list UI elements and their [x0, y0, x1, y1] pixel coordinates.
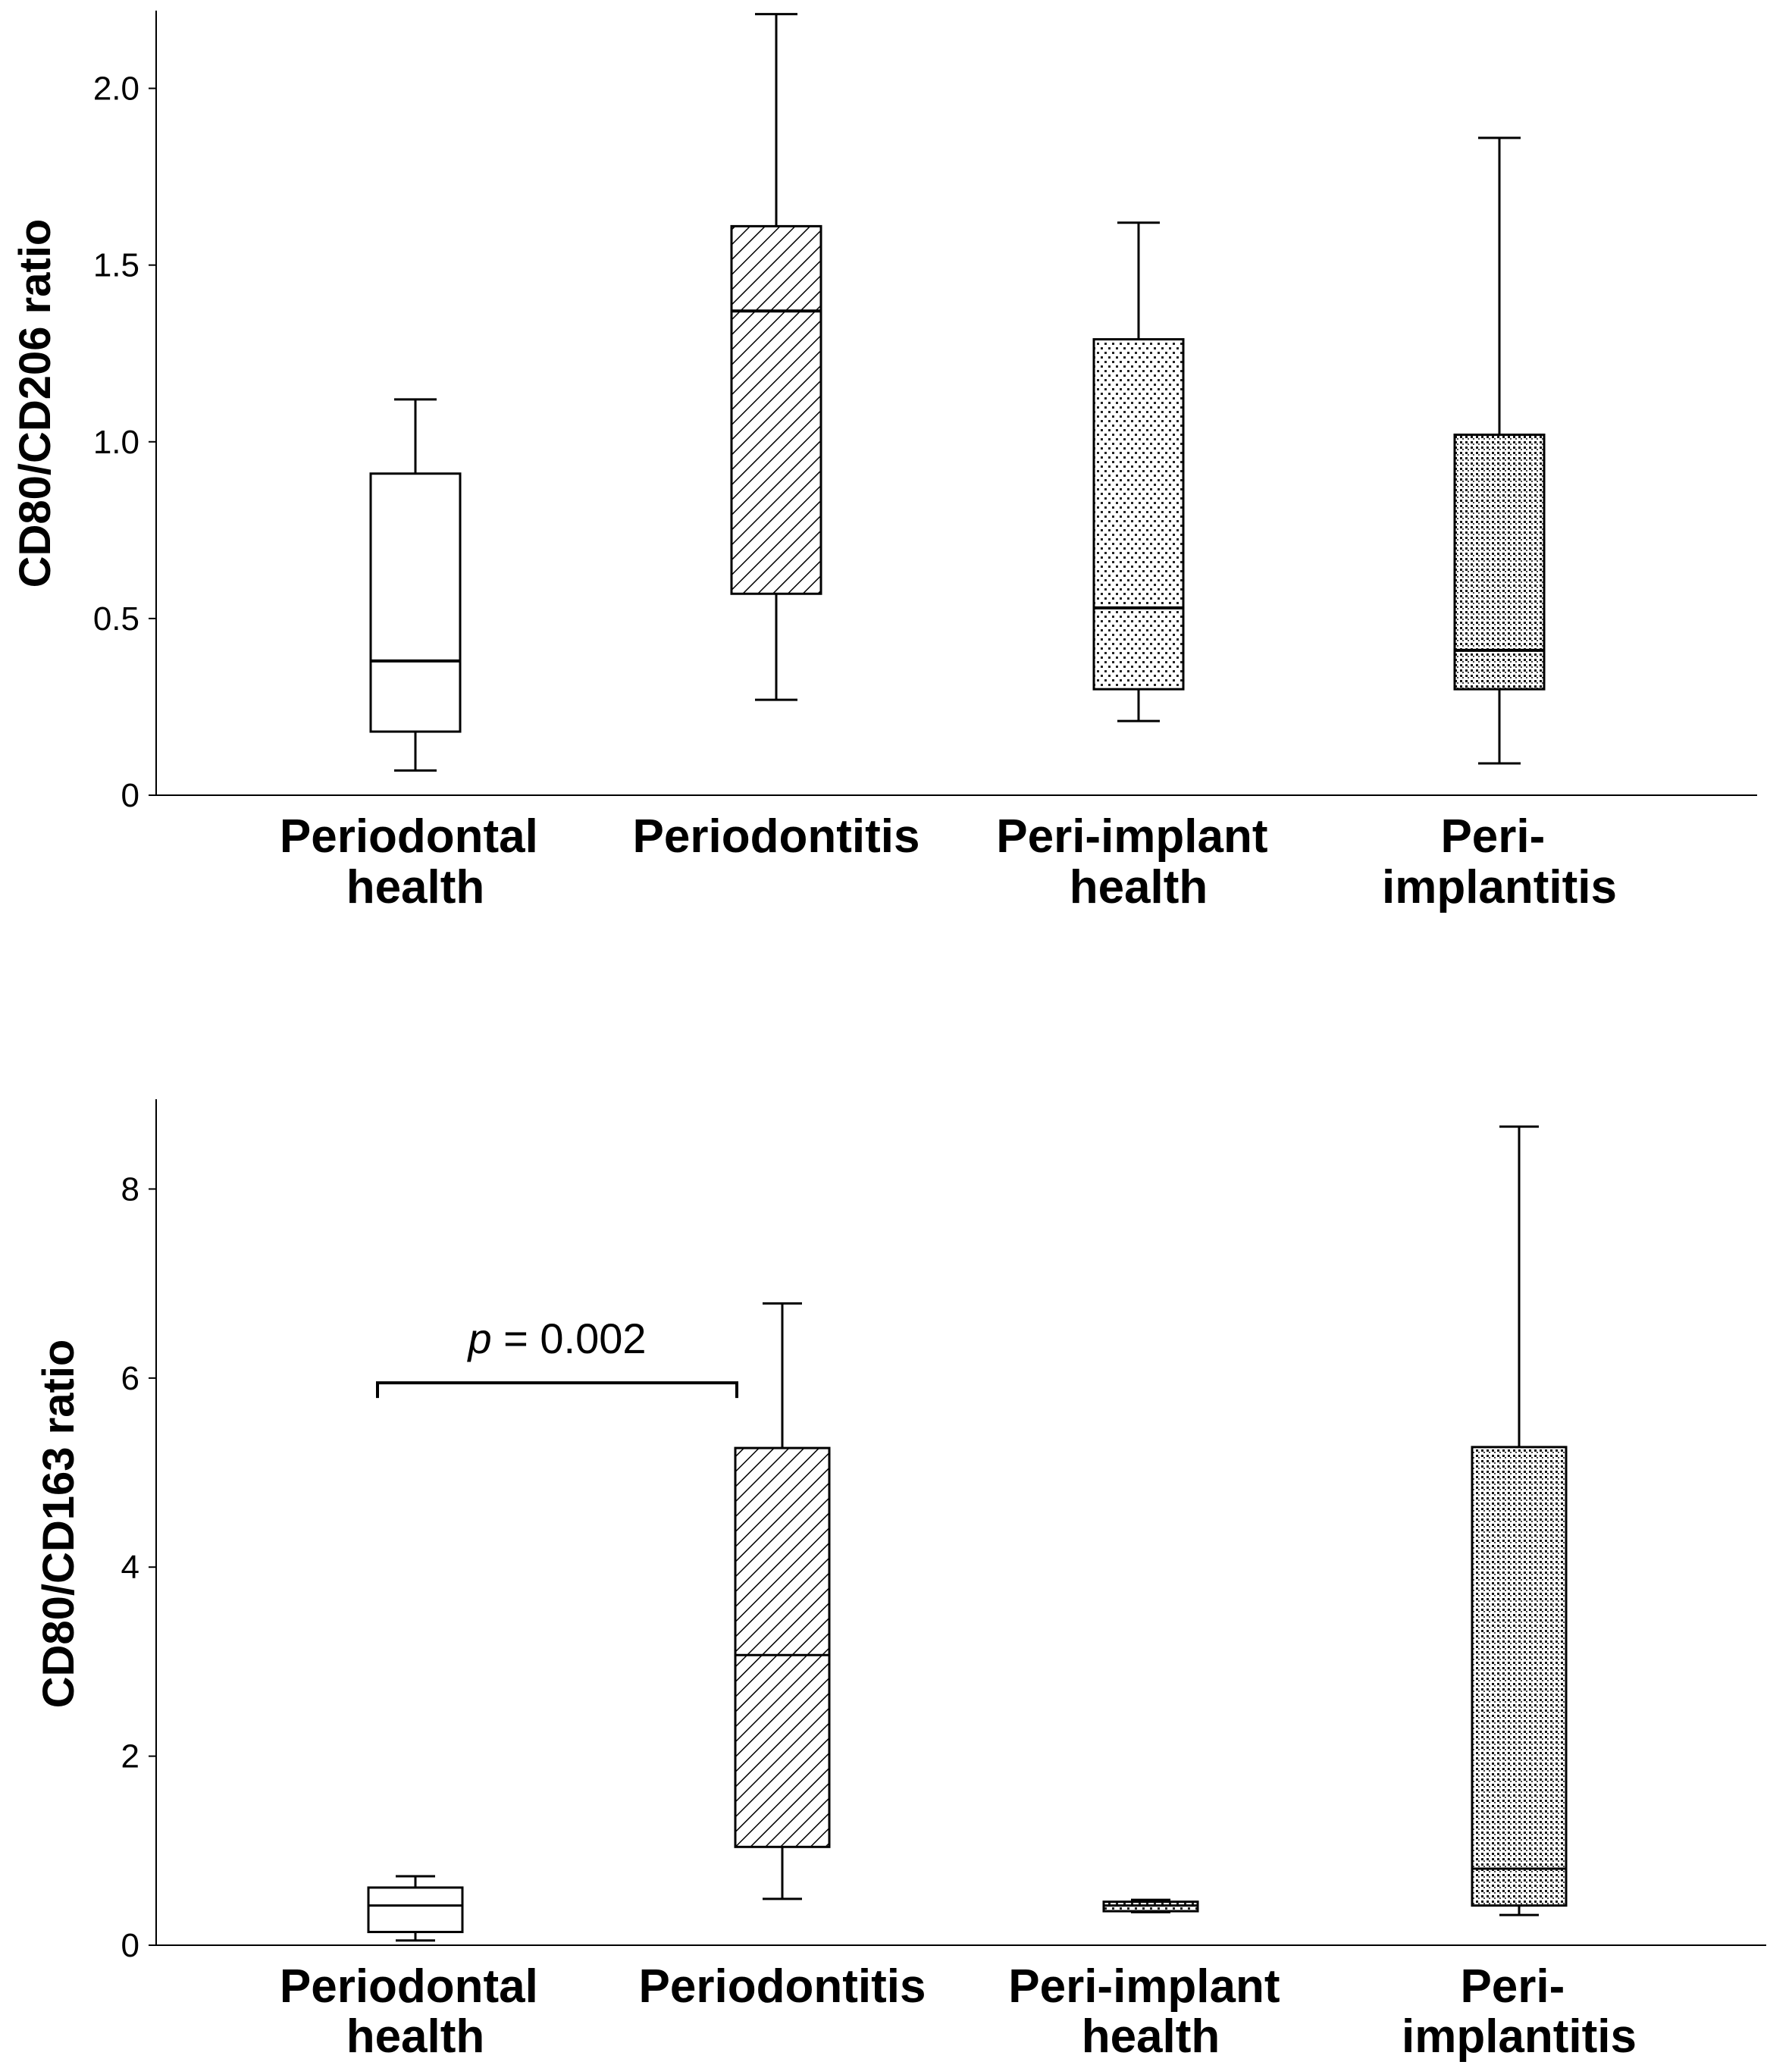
y-tick-label-4: 2.0 — [93, 71, 139, 108]
panel-cd163: CD80/CD163 ratio 0 2 4 6 8 p = 0.002 Per… — [34, 1099, 1766, 2063]
y-tick-label-3: 1.5 — [93, 247, 139, 284]
box-group — [1102, 1898, 1199, 1913]
y-tick-label-1: 0.5 — [93, 600, 139, 638]
box-iqr — [730, 224, 822, 595]
category-label-peri-implant-health: Peri-implant health — [996, 810, 1281, 913]
box-group — [367, 1875, 464, 1942]
y-tick-label-3: 6 — [121, 1360, 139, 1397]
y-tick-label-0: 0 — [121, 777, 139, 814]
category-label-periodontal-health: Periodontal health — [280, 810, 551, 913]
category-label-peri-implantitis: Peri- implantitis — [1402, 1960, 1637, 2063]
y-tick-label-2: 1.0 — [93, 424, 139, 461]
category-label-periodontitis: Periodontitis — [633, 810, 920, 863]
category-label-peri-implant-health: Peri-implant health — [1008, 1960, 1293, 2063]
box-iqr — [734, 1446, 831, 1848]
y-tick-label-1: 2 — [121, 1738, 139, 1775]
significance-bracket — [376, 1381, 738, 1399]
box-group — [369, 398, 462, 772]
category-label-periodontitis: Periodontitis — [639, 1960, 926, 2013]
y-tick-label-4: 8 — [121, 1170, 139, 1208]
y-axis-label: CD80/CD206 ratio — [11, 219, 60, 588]
box-iqr — [1471, 1446, 1568, 1907]
y-axis-label: CD80/CD163 ratio — [34, 1340, 83, 1709]
box-group — [730, 13, 822, 701]
panel-cd206: CD80/CD206 ratio 0 0.5 1.0 1.5 2.0 Perio… — [11, 11, 1757, 913]
box-iqr — [369, 472, 462, 733]
category-label-peri-implantitis: Peri- implantitis — [1382, 810, 1617, 913]
box-iqr — [367, 1886, 464, 1934]
y-tick-label-2: 4 — [121, 1549, 139, 1586]
box-iqr — [1092, 338, 1185, 691]
box-group — [1092, 221, 1185, 722]
box-group — [1453, 136, 1546, 765]
p-value-annotation: p = 0.002 — [466, 1315, 646, 1362]
box-iqr — [1453, 433, 1546, 691]
box-group — [734, 1302, 831, 1900]
box-group — [1471, 1125, 1568, 1916]
category-label-periodontal-health: Periodontal health — [280, 1960, 551, 2063]
y-tick-label-0: 0 — [121, 1927, 139, 1964]
